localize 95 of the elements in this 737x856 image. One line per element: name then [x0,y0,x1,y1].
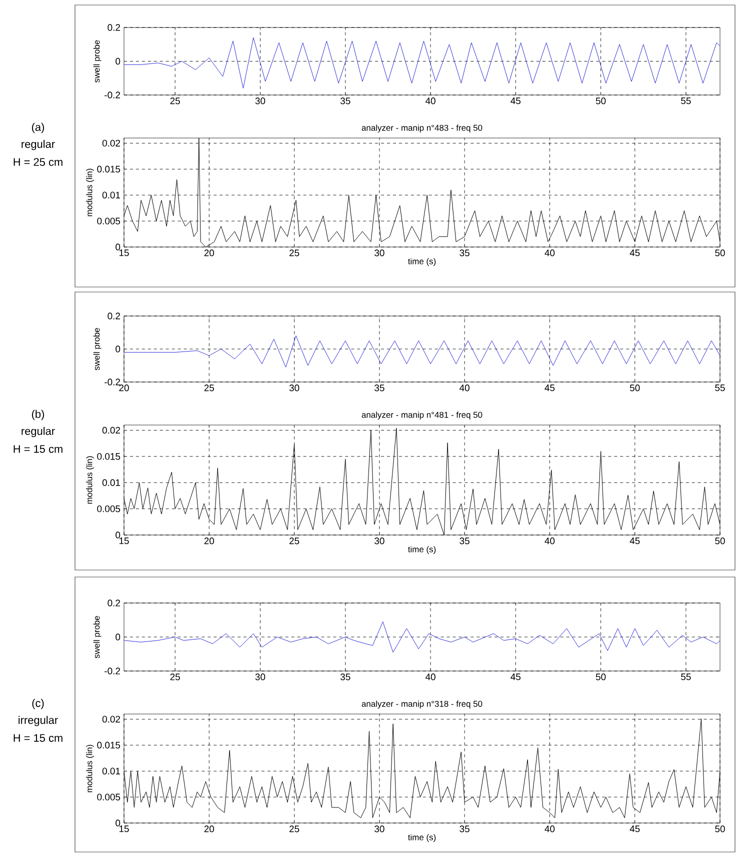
text: H = 15 cm [14,734,62,742]
x-tick-label: 45 [510,98,521,104]
text: (b) [32,410,44,420]
x-tick-label: 35 [340,674,350,680]
x-tick-label: 30 [255,674,266,680]
x-tick-label: 30 [374,826,384,832]
x-tick-label: 35 [460,250,470,256]
x-tick-label: 25 [289,538,300,544]
x-tick-label: 35 [340,98,350,104]
y-axis-title: swell probe [93,328,102,370]
x-tick-label: 20 [204,250,214,256]
x-tick-label: 45 [510,674,521,680]
line-series [124,428,720,536]
y-tick-label: -0.2 [104,378,120,386]
x-tick-label: 45 [630,250,640,256]
x-tick-label: 30 [289,384,300,392]
text: H = 25 cm [14,158,62,166]
x-tick-label: 20 [204,538,214,544]
y-tick-label: 0.02 [102,716,120,723]
y-tick-label: 0.2 [108,312,120,320]
x-tick-label: 50 [596,674,606,680]
x-axis-title: time (s) [408,546,436,554]
x-tick-label: 40 [544,538,555,544]
y-tick-label: 0.005 [97,794,120,800]
y-axis-title: modulus (lin) [86,168,94,216]
x-tick-label: 50 [715,250,725,256]
x-tick-label: 50 [596,98,606,104]
x-tick-label: 50 [630,384,640,392]
x-tick-label: 25 [170,98,180,104]
x-tick-label: 25 [204,384,214,392]
line-series [124,138,720,247]
x-tick-label: 50 [715,826,725,832]
y-tick-label: 0.005 [97,505,120,512]
text: (c) [32,698,44,710]
x-axis-title: time (s) [408,834,436,842]
y-tick-label: 0.02 [102,426,120,434]
x-tick-label: 50 [715,538,725,544]
y-tick-label: 0.015 [97,166,120,172]
y-tick-label: -0.2 [104,668,120,674]
x-tick-label: 55 [681,674,691,680]
x-tick-label: 40 [425,98,436,104]
y-tick-label: 0.2 [108,24,120,31]
x-tick-label: 20 [204,826,214,832]
x-tick-label: 30 [374,538,384,544]
y-axis-title: swell probe [93,40,102,82]
x-tick-label: 35 [460,538,470,544]
x-tick-label: 20 [119,384,129,392]
x-tick-label: 30 [374,250,384,256]
x-tick-label: 45 [630,538,640,544]
x-tick-label: 25 [289,826,300,832]
x-tick-label: 15 [119,250,129,256]
y-tick-label: 0 [116,532,120,538]
text: irregular [18,716,58,726]
x-tick-label: 55 [715,384,725,392]
text: regular [22,140,55,150]
x-axis-title: time (s) [408,258,436,266]
x-tick-label: 15 [119,538,129,544]
y-tick-label: 0.005 [97,218,120,224]
x-tick-label: 40 [460,384,470,392]
y-tick-label: 0 [116,634,120,640]
x-tick-label: 15 [119,826,129,832]
y-tick-label: 0 [116,346,120,352]
x-tick-label: 40 [544,826,555,832]
y-tick-label: 0 [116,58,120,65]
y-tick-label: 0 [116,244,120,250]
text: regular [22,426,55,438]
x-tick-label: 45 [630,826,640,832]
y-tick-label: -0.2 [104,92,120,98]
y-tick-label: 0.01 [102,768,120,774]
y-tick-label: 0.2 [108,600,120,606]
x-tick-label: 35 [374,384,384,392]
line-series [124,621,720,653]
x-tick-label: 30 [255,98,266,104]
x-tick-label: 40 [544,250,555,256]
y-axis-title: modulus (lin) [86,456,94,504]
y-tick-label: 0 [116,820,120,826]
y-tick-label: 0.015 [97,453,120,460]
y-tick-label: 0.015 [97,742,120,749]
x-tick-label: 25 [289,250,300,256]
x-tick-label: 45 [544,384,555,392]
x-tick-label: 25 [170,674,180,680]
chart-title: analyzer - manip n°481 - freq 50 [362,412,482,420]
line-series [124,37,720,89]
y-axis-title: swell probe [93,616,102,658]
y-tick-label: 0.01 [102,479,120,486]
x-tick-label: 35 [460,826,470,832]
x-tick-label: 55 [681,98,691,104]
chart-title: analyzer - manip n°483 - freq 50 [362,124,482,132]
y-tick-label: 0.01 [102,192,120,198]
text: H = 15 cm [14,445,62,453]
chart-title: analyzer - manip n°318 - freq 50 [362,700,482,708]
y-tick-label: 0.02 [102,140,120,147]
text: (a) [32,122,44,134]
x-tick-label: 40 [425,674,436,680]
y-axis-title: modulus (lin) [86,744,94,792]
